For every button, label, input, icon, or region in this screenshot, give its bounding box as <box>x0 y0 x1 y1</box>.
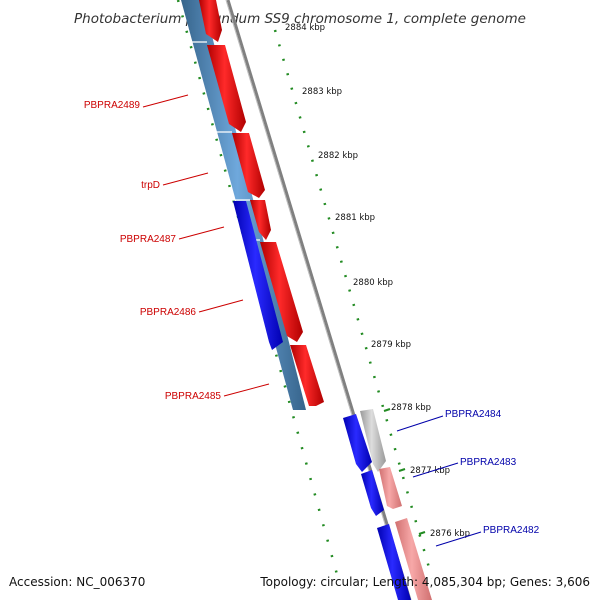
gene-leader-line <box>223 383 270 397</box>
tick-mark <box>383 408 391 412</box>
gene-arrow-PBPRA2482-pink <box>395 518 432 600</box>
gene-leader-line <box>412 462 459 478</box>
scale-tick-label: 2879 kbp <box>371 340 411 350</box>
gene-arrow-PBPRA2482-reverse <box>377 524 411 600</box>
scale-tick-label: 2883 kbp <box>302 87 342 97</box>
gene-arrow-PBPRA2483-reverse <box>361 470 384 516</box>
tick-mark <box>418 531 426 535</box>
gene-label-PBPRA2487[interactable]: PBPRA2487 <box>120 234 177 245</box>
gene-leader-line <box>435 531 482 547</box>
scale-tick-label: 2878 kbp <box>391 403 431 413</box>
gene-leader-line <box>142 94 189 108</box>
gene-arrow-top <box>199 0 222 42</box>
scale-tick-label: 2877 kbp <box>410 466 450 476</box>
gene-label-PBPRA2482[interactable]: PBPRA2482 <box>483 525 540 536</box>
gene-arrow-PBPRA2487-reverse <box>233 201 283 350</box>
gene-label-PBPRA2483[interactable]: PBPRA2483 <box>460 457 517 468</box>
gene-arrow-PBPRA2485 <box>260 242 303 342</box>
gene-arrow-PBPRA2484-gray <box>360 409 386 472</box>
gene-leader-line <box>396 415 444 432</box>
genome-summary-text: Topology: circular; Length: 4,085,304 bp… <box>259 575 590 589</box>
tick-mark <box>398 468 406 472</box>
gene-label-PBPRA2486[interactable]: PBPRA2486 <box>140 307 197 318</box>
gene-label-trpD[interactable]: trpD <box>141 180 160 191</box>
gene-leader-line <box>162 172 209 186</box>
scale-tick-label: 2884 kbp <box>285 23 325 33</box>
gene-leader-line <box>178 226 225 240</box>
gene-arrow-PBPRA2483-pink <box>379 467 402 509</box>
tick-ring-lower <box>273 29 434 579</box>
scale-tick-label: 2881 kbp <box>335 213 375 223</box>
gene-arrow-PBPRA2489 <box>207 45 246 132</box>
gene-label-PBPRA2485[interactable]: PBPRA2485 <box>165 391 222 402</box>
scale-tick-label: 2882 kbp <box>318 151 358 161</box>
gene-arrow-PBPRA2486 <box>250 200 271 240</box>
gene-arrow-lower-red <box>290 345 324 406</box>
accession-text: Accession: NC_006370 <box>9 575 145 589</box>
gene-label-PBPRA2489[interactable]: PBPRA2489 <box>84 100 141 111</box>
scale-tick-label: 2876 kbp <box>430 529 470 539</box>
gene-leader-line <box>198 299 244 313</box>
gene-arrow-trpD <box>232 133 265 198</box>
gene-label-PBPRA2484[interactable]: PBPRA2484 <box>445 409 502 420</box>
scale-tick-label: 2880 kbp <box>353 278 393 288</box>
gene-arrow-PBPRA2484-reverse <box>343 414 372 472</box>
